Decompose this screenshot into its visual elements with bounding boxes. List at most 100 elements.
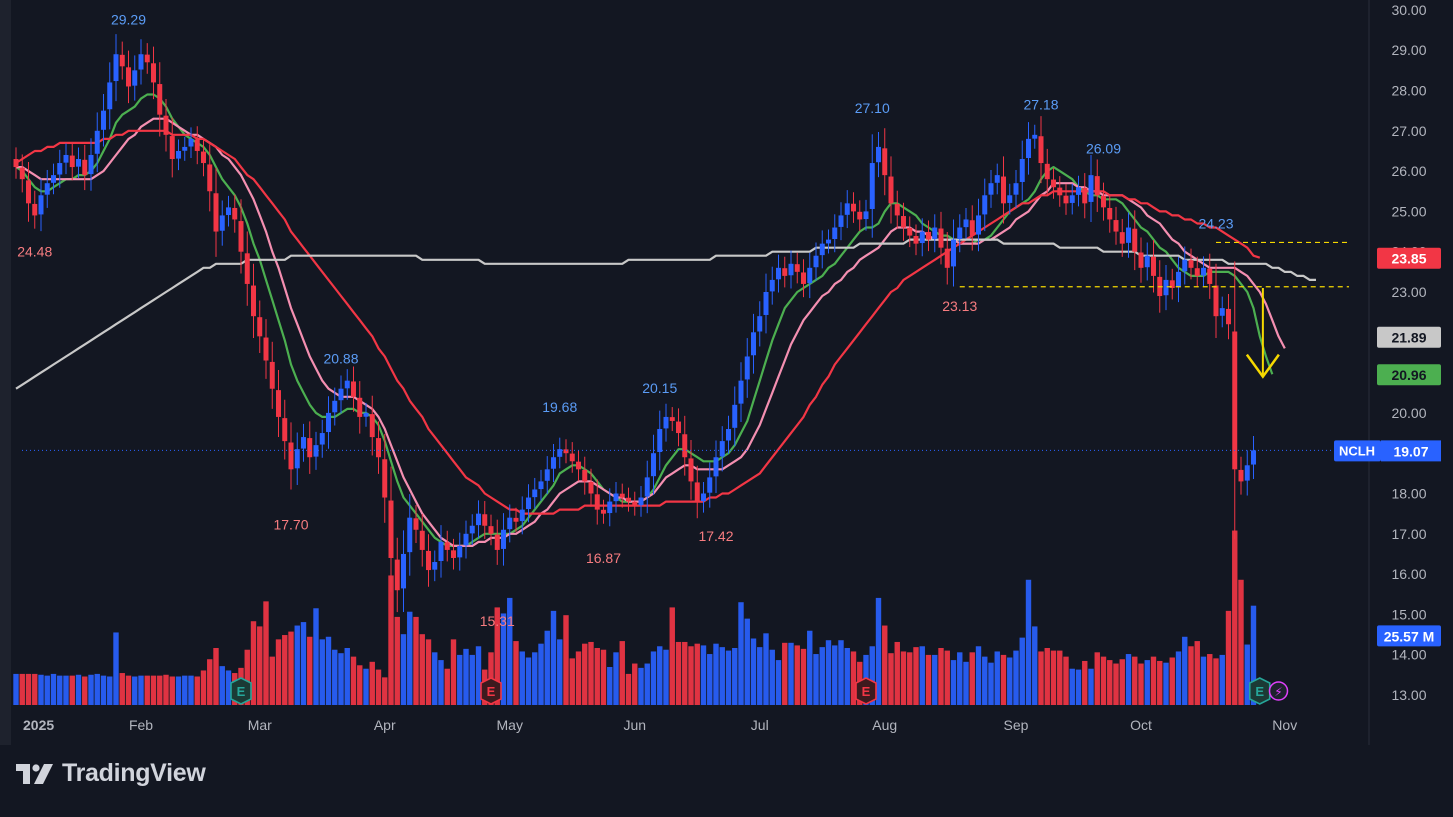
candle-body [644, 477, 650, 497]
candle-body [494, 534, 500, 550]
candle-body [63, 154, 69, 163]
volume-bar [1213, 658, 1219, 705]
candle-body [757, 316, 763, 332]
volume-bar [563, 615, 569, 705]
price-badge [1377, 364, 1441, 386]
candle-body [38, 195, 44, 215]
candle-body [788, 263, 794, 276]
candle-body [113, 54, 119, 82]
volume-bar [882, 625, 888, 705]
dividend-marker-icon[interactable] [1268, 681, 1289, 701]
candle-body [94, 130, 100, 154]
volume-bar [107, 676, 113, 705]
candle-body [513, 517, 519, 522]
volume-bar [1044, 648, 1050, 705]
volume-bar [825, 640, 832, 705]
volume-bar [907, 652, 913, 705]
candle-body [476, 513, 481, 526]
volume-bar [263, 601, 269, 705]
candle-body [801, 272, 806, 284]
volume-bar [550, 610, 557, 705]
earnings-marker-icon[interactable] [1248, 677, 1271, 705]
candle-body [1219, 308, 1225, 316]
volume-bar [213, 648, 219, 705]
volume-bar [132, 676, 138, 705]
volume-bar [1125, 654, 1132, 705]
volume-bar [44, 675, 50, 705]
candle-body [482, 514, 488, 526]
candle-body [613, 493, 619, 502]
lightning-icon: ⚡ [1274, 685, 1282, 699]
volume-bar [250, 621, 257, 705]
candle-body [1038, 136, 1044, 164]
last-price-label: 19.07 [1393, 443, 1428, 459]
volume-bar [744, 618, 750, 705]
volume-bar [694, 643, 700, 705]
candle-body [1176, 271, 1181, 288]
earnings-marker-icon[interactable] [855, 677, 877, 705]
candle-body [326, 412, 331, 433]
candle-body [844, 203, 850, 215]
low-label: 17.70 [273, 517, 308, 533]
price-badge-label: 25.57 M [1384, 628, 1435, 644]
volume-bar [1144, 660, 1150, 705]
earnings-marker-icon[interactable] [480, 677, 502, 705]
candle-body [601, 509, 606, 514]
candle-body [732, 404, 738, 428]
chart-frame[interactable]: 13.0014.0015.0016.0017.0018.0019.0020.00… [0, 0, 1453, 745]
candle-body [1044, 163, 1050, 180]
volume-bar [600, 649, 607, 705]
volume-bar [219, 666, 225, 705]
candle-body [257, 317, 263, 337]
candle-body [576, 461, 581, 470]
high-label: 20.15 [642, 380, 677, 396]
candle-body [1063, 195, 1069, 204]
volume-bar [1019, 637, 1025, 705]
volume-bar [782, 642, 788, 705]
volume-bar [113, 632, 119, 705]
volume-bar [1094, 652, 1100, 705]
candle-body [919, 231, 925, 244]
candle-body [594, 494, 600, 510]
last-price-badge [1381, 440, 1441, 462]
candle-body [938, 228, 944, 248]
volume-bar [175, 676, 182, 705]
candle-body [988, 183, 994, 195]
time-axis-label: May [497, 717, 523, 733]
earnings-marker-icon[interactable] [230, 677, 252, 705]
volume-bar [288, 631, 294, 705]
candle-body [588, 482, 594, 494]
volume-bar [225, 670, 232, 705]
volume-bar [775, 660, 782, 705]
candle-body [1057, 187, 1063, 196]
low-label: 15.31 [480, 613, 515, 629]
volume-bar [944, 650, 950, 705]
volume-bar [463, 648, 469, 705]
candle-body [57, 163, 63, 175]
ma-gray-line [15, 238, 1316, 390]
volume-bar [1207, 654, 1213, 705]
price-chart[interactable]: 13.0014.0015.0016.0017.0018.0019.0020.00… [11, 0, 1453, 745]
candle-body [463, 533, 469, 546]
volume-bar [819, 647, 825, 705]
candle-body [713, 457, 719, 477]
volume-bar [950, 660, 957, 705]
candle-body [294, 449, 300, 469]
volume-bar [982, 656, 988, 705]
volume-bar [613, 652, 619, 705]
volume-bar [538, 643, 544, 705]
price-badge-label: 21.89 [1391, 330, 1426, 346]
candle-body [276, 390, 281, 417]
candle-body [1082, 188, 1088, 204]
price-tick-label: 28.00 [1391, 83, 1426, 99]
volume-bar [450, 639, 457, 705]
symbol-badge[interactable] [1334, 440, 1381, 462]
candle-body [982, 195, 988, 215]
tradingview-brand[interactable]: TradingView [16, 759, 206, 788]
volume-bar [88, 674, 94, 705]
candle-body [151, 63, 156, 83]
brand-name: TradingView [62, 759, 206, 787]
volume-bar [1025, 579, 1032, 705]
volume-bar [663, 649, 669, 705]
candle-body [826, 239, 831, 244]
